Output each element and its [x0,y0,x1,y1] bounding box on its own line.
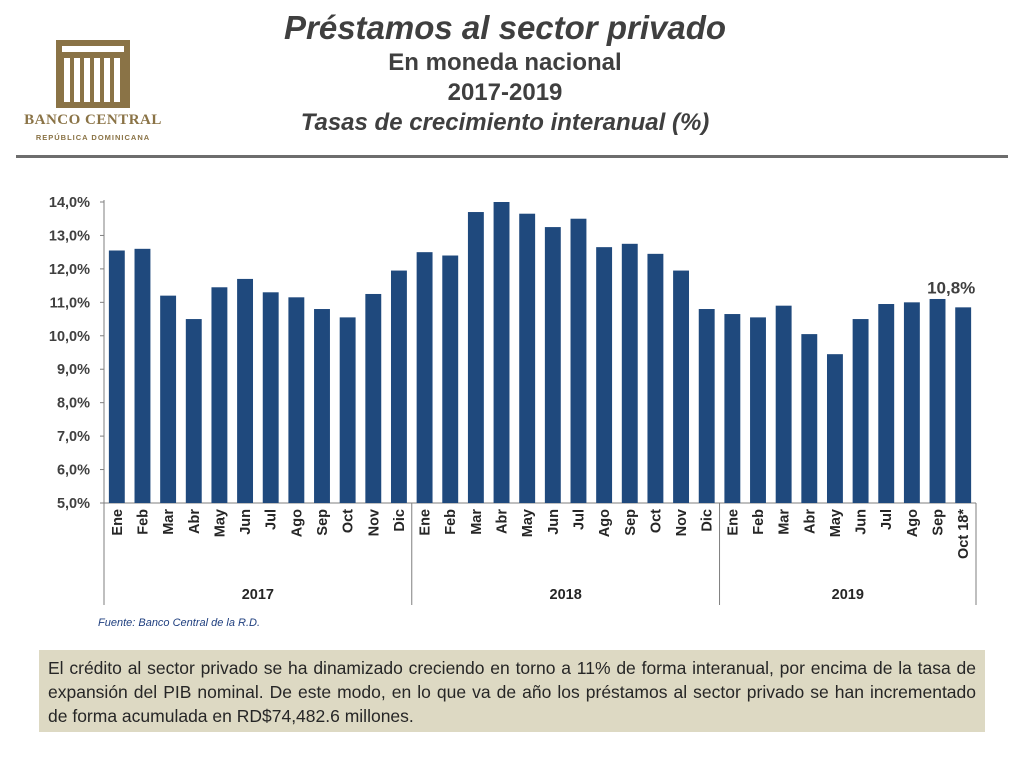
y-tick-label: 13,0% [49,228,90,244]
bar [724,314,741,503]
x-tick-label: Feb [751,509,767,535]
bar [519,213,536,503]
x-tick-label: Jul [571,509,587,530]
title-block: Préstamos al sector privado En moneda na… [180,8,830,138]
bar [134,248,151,503]
bar [596,247,613,503]
x-tick-label: Jul [264,509,280,530]
x-tick-label: Oct [648,509,664,533]
y-tick-label: 8,0% [57,396,90,412]
source-note: Fuente: Banco Central de la R.D. [98,617,261,629]
x-tick-label: Oct [341,509,357,533]
bar [211,287,228,503]
bar [673,270,690,503]
y-tick-label: 14,0% [49,195,90,211]
x-tick-label: Jun [238,509,254,535]
bar [416,252,433,503]
x-tick-label: Dic [700,509,716,532]
x-tick-label: Sep [931,509,947,536]
bar [493,202,510,503]
bar [339,317,356,503]
bar [750,317,766,503]
x-tick-label: Abr [187,509,203,534]
bar [929,298,946,503]
x-tick-label: Ene [725,509,741,536]
y-tick-label: 11,0% [50,295,90,311]
bar [544,227,561,503]
bar [365,293,382,503]
logo-subname: REPÚBLICA DOMINICANA [35,133,151,142]
bar [442,255,459,503]
bar [185,319,202,503]
bar [237,278,254,503]
bar [955,307,972,503]
x-tick-label: Ago [905,509,921,537]
bar [801,334,818,503]
group-label: 2019 [832,587,864,603]
x-tick-label: Dic [392,509,408,532]
x-tick-label: Jun [854,509,870,535]
bar [647,253,664,503]
x-tick-label: Sep [623,509,639,536]
x-tick-label: Jun [546,509,562,535]
bar [852,319,869,503]
x-tick-label: May [828,509,844,537]
group-label: 2017 [242,587,274,603]
group-label: 2018 [550,587,582,603]
x-tick-label: Sep [315,509,331,536]
bar [698,309,715,503]
subtitle-measure: Tasas de crecimiento interanual (%) [300,109,710,136]
bar [390,270,407,503]
bar [108,250,125,503]
bar [262,292,279,503]
bar [314,309,330,503]
banco-central-logo: BANCO CENTRAL REPÚBLICA DOMINICANA [18,36,168,146]
bar [903,302,920,503]
bar [878,304,895,503]
x-tick-label: Feb [135,509,151,535]
subtitle-period: 2017-2019 [447,79,563,106]
x-tick-label: Mar [777,509,793,535]
x-tick-label: Jul [879,509,895,530]
x-tick-label: Mar [469,509,485,535]
bar [467,212,484,503]
commentary-text: El crédito al sector privado se ha dinam… [48,658,976,726]
y-tick-label: 6,0% [57,463,90,479]
x-tick-label: Ene [110,509,126,536]
bar [775,305,792,503]
x-tick-label: Mar [161,509,177,535]
y-tick-label: 9,0% [57,362,90,378]
x-tick-label: Nov [366,509,382,536]
bar [570,218,587,503]
x-tick-label: Abr [495,509,511,534]
y-tick-label: 7,0% [57,429,90,445]
y-tick-label: 10,0% [49,329,90,345]
bar [160,295,177,503]
x-tick-label: May [212,509,228,537]
x-tick-label: Feb [443,509,459,535]
x-tick-label: Ago [289,509,305,537]
x-tick-label: Abr [802,509,818,534]
logo-name: BANCO CENTRAL [24,112,162,128]
x-tick-label: Ene [418,509,434,536]
bar [288,297,305,503]
bar-chart: 14,0% 13,0% 12,0% 11,0% 10,0% 9,0% 8,0% 7,0% 6,0… [49,195,977,605]
subtitle-currency: En moneda nacional [388,49,622,76]
header-divider [16,155,1008,158]
x-tick-label: Oct 18* [956,509,972,559]
building-icon [56,40,130,108]
bar [621,243,638,504]
commentary-box: El crédito al sector privado se ha dinam… [39,650,985,732]
y-tick-label: 12,0% [49,262,90,278]
x-tick-label: May [520,509,536,537]
y-tick-label: 5,0% [57,496,90,512]
bar [826,354,843,503]
x-tick-label: Nov [674,509,690,536]
last-value-annotation: 10,8% [927,278,975,297]
x-tick-label: Ago [597,509,613,537]
page-title: Préstamos al sector privado [283,9,727,46]
